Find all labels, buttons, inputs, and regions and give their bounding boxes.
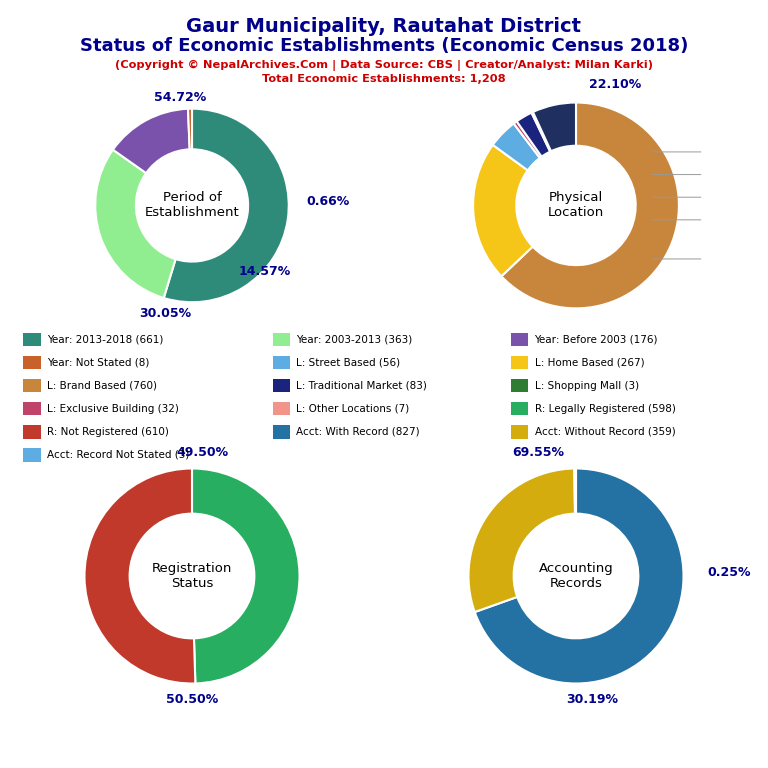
Wedge shape bbox=[475, 468, 684, 684]
Wedge shape bbox=[113, 109, 190, 173]
Wedge shape bbox=[473, 145, 533, 276]
Text: L: Home Based (267): L: Home Based (267) bbox=[535, 357, 644, 368]
Text: L: Shopping Mall (3): L: Shopping Mall (3) bbox=[535, 380, 639, 391]
Text: 54.72%: 54.72% bbox=[154, 91, 207, 104]
Text: 0.58%: 0.58% bbox=[0, 767, 1, 768]
Text: 30.05%: 30.05% bbox=[139, 307, 191, 320]
Text: 14.57%: 14.57% bbox=[238, 265, 291, 278]
Text: L: Traditional Market (83): L: Traditional Market (83) bbox=[296, 380, 427, 391]
Text: L: Brand Based (760): L: Brand Based (760) bbox=[47, 380, 157, 391]
Text: L: Exclusive Building (32): L: Exclusive Building (32) bbox=[47, 403, 179, 414]
Text: Total Economic Establishments: 1,208: Total Economic Establishments: 1,208 bbox=[262, 74, 506, 84]
Text: 6.87%: 6.87% bbox=[0, 767, 1, 768]
Text: Year: 2013-2018 (661): Year: 2013-2018 (661) bbox=[47, 334, 164, 345]
Text: Year: 2003-2013 (363): Year: 2003-2013 (363) bbox=[296, 334, 412, 345]
Text: 49.50%: 49.50% bbox=[177, 446, 229, 458]
Wedge shape bbox=[517, 113, 550, 157]
Text: 4.64%: 4.64% bbox=[0, 767, 1, 768]
Text: L: Street Based (56): L: Street Based (56) bbox=[296, 357, 401, 368]
Text: Period of
Establishment: Period of Establishment bbox=[144, 191, 240, 220]
Text: Acct: Without Record (359): Acct: Without Record (359) bbox=[535, 426, 675, 437]
Wedge shape bbox=[574, 468, 576, 514]
Text: 50.50%: 50.50% bbox=[166, 694, 218, 706]
Text: 69.55%: 69.55% bbox=[512, 446, 564, 458]
Wedge shape bbox=[502, 103, 679, 308]
Text: 0.25%: 0.25% bbox=[707, 566, 750, 579]
Wedge shape bbox=[468, 468, 575, 612]
Text: 22.10%: 22.10% bbox=[589, 78, 641, 91]
Wedge shape bbox=[533, 103, 576, 151]
Wedge shape bbox=[164, 109, 289, 302]
Text: Year: Not Stated (8): Year: Not Stated (8) bbox=[47, 357, 149, 368]
Wedge shape bbox=[514, 121, 541, 158]
Text: Year: Before 2003 (176): Year: Before 2003 (176) bbox=[535, 334, 658, 345]
Text: Acct: With Record (827): Acct: With Record (827) bbox=[296, 426, 420, 437]
Text: R: Legally Registered (598): R: Legally Registered (598) bbox=[535, 403, 675, 414]
Text: Accounting
Records: Accounting Records bbox=[538, 562, 614, 590]
Wedge shape bbox=[188, 109, 192, 149]
Text: 0.66%: 0.66% bbox=[306, 195, 349, 208]
Wedge shape bbox=[192, 468, 300, 684]
Text: Status of Economic Establishments (Economic Census 2018): Status of Economic Establishments (Econo… bbox=[80, 37, 688, 55]
Wedge shape bbox=[84, 468, 195, 684]
Text: Registration
Status: Registration Status bbox=[152, 562, 232, 590]
Text: Gaur Municipality, Rautahat District: Gaur Municipality, Rautahat District bbox=[187, 17, 581, 36]
Text: Physical
Location: Physical Location bbox=[548, 191, 604, 220]
Text: 0.25%: 0.25% bbox=[0, 767, 1, 768]
Text: R: Not Registered (610): R: Not Registered (610) bbox=[47, 426, 169, 437]
Text: 30.19%: 30.19% bbox=[566, 694, 618, 706]
Wedge shape bbox=[531, 112, 551, 151]
Text: L: Other Locations (7): L: Other Locations (7) bbox=[296, 403, 409, 414]
Wedge shape bbox=[95, 150, 176, 298]
Text: 2.65%: 2.65% bbox=[0, 767, 1, 768]
Wedge shape bbox=[493, 124, 540, 170]
Text: (Copyright © NepalArchives.Com | Data Source: CBS | Creator/Analyst: Milan Karki: (Copyright © NepalArchives.Com | Data So… bbox=[115, 60, 653, 71]
Text: 62.91%: 62.91% bbox=[0, 767, 1, 768]
Text: Acct: Record Not Stated (3): Acct: Record Not Stated (3) bbox=[47, 449, 189, 460]
